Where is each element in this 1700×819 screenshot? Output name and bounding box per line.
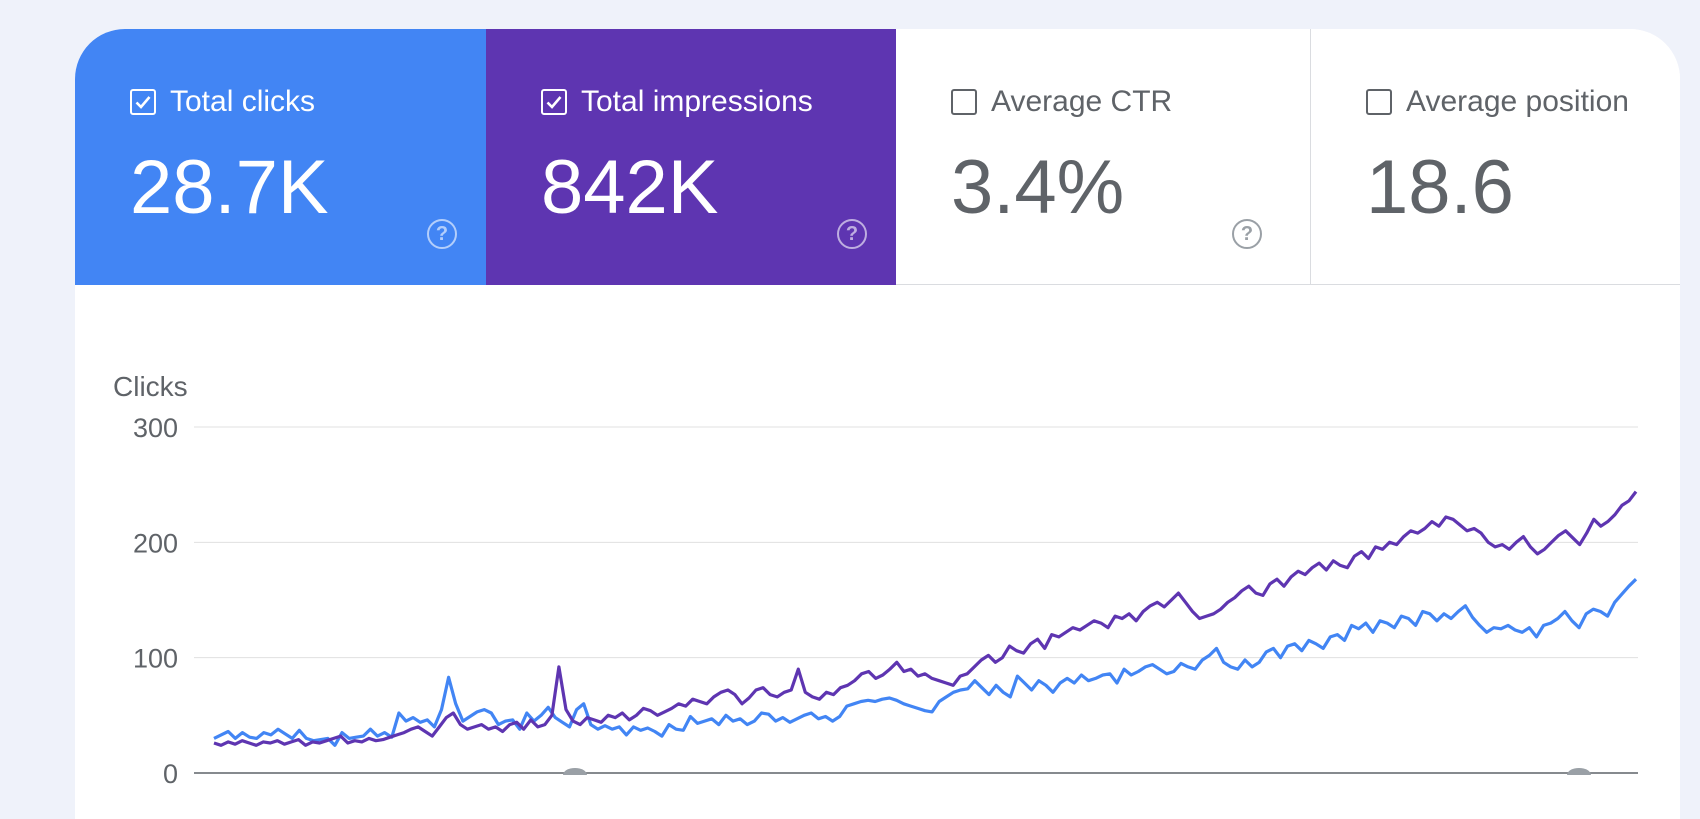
y-tick-label: 100 [133, 644, 178, 674]
metric-card-header: Total impressions [541, 87, 813, 117]
metric-value: 28.7K [130, 145, 329, 230]
x-axis-handle-right[interactable] [1567, 768, 1591, 775]
metric-card-header: Average CTR [951, 87, 1172, 117]
series-line-impressions [213, 490, 1638, 747]
help-icon[interactable]: ? [427, 219, 457, 249]
x-axis-handle-left[interactable] [563, 768, 587, 775]
checkmark-icon [546, 96, 562, 109]
help-glyph: ? [435, 222, 449, 245]
x-axis-handles [563, 768, 1591, 775]
metric-value: 3.4% [951, 145, 1125, 230]
checkbox-average-position[interactable] [1366, 89, 1392, 115]
series-line-clicks [213, 578, 1638, 747]
checkbox-total-impressions[interactable] [541, 89, 567, 115]
metric-card-total-clicks[interactable]: Total clicks 28.7K ? [75, 29, 486, 285]
performance-chart: Clicks 300 200 100 0 [75, 285, 1680, 819]
help-icon[interactable]: ? [837, 219, 867, 249]
checkmark-icon [135, 96, 151, 109]
metric-card-header: Total clicks [130, 87, 315, 117]
checkbox-total-clicks[interactable] [130, 89, 156, 115]
metric-label: Total impressions [581, 85, 813, 118]
y-tick-label: 300 [133, 413, 178, 443]
series-lines [213, 490, 1638, 747]
y-tick-label: 200 [133, 528, 178, 558]
metric-card-total-impressions[interactable]: Total impressions 842K ? [486, 29, 896, 285]
metric-card-header: Average position [1366, 87, 1629, 117]
metric-card-average-ctr[interactable]: Average CTR 3.4% ? [896, 29, 1311, 285]
metric-cards: Total clicks 28.7K ? Total impressions 8… [75, 29, 1680, 285]
metric-value: 18.6 [1366, 145, 1514, 230]
metric-label: Total clicks [170, 85, 316, 118]
metric-value: 842K [541, 145, 719, 230]
metric-label: Average CTR [991, 85, 1173, 118]
grid-lines: 300 200 100 0 [133, 413, 1638, 789]
help-glyph: ? [845, 222, 859, 245]
checkbox-average-ctr[interactable] [951, 89, 977, 115]
performance-panel: Total clicks 28.7K ? Total impressions 8… [75, 29, 1680, 819]
metric-card-average-position[interactable]: Average position 18.6 [1311, 29, 1680, 285]
help-icon[interactable]: ? [1232, 219, 1262, 249]
help-glyph: ? [1240, 222, 1254, 245]
y-tick-label: 0 [163, 759, 178, 789]
metric-label: Average position [1406, 85, 1629, 118]
line-chart: 300 200 100 0 [133, 413, 1638, 789]
y-axis-label: Clicks [113, 371, 188, 402]
